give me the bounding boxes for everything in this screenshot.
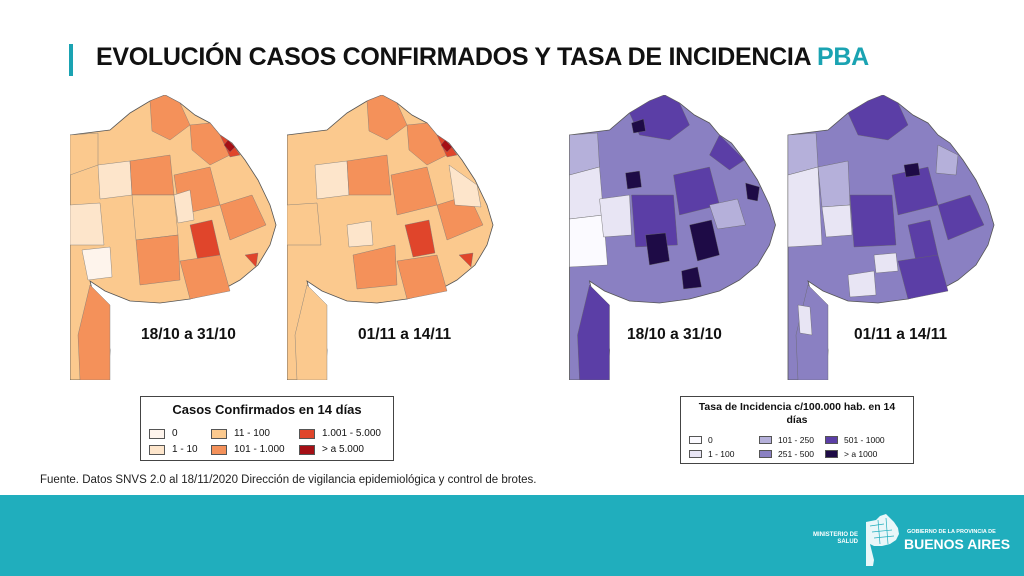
map-label-tasa-2: 01/11 a 14/11 <box>854 326 948 343</box>
footer-band <box>0 495 1024 576</box>
legend-swatch <box>149 444 165 455</box>
district-patches <box>569 95 760 380</box>
district-patches <box>287 95 484 380</box>
legend-swatch <box>825 436 838 444</box>
legend-swatch <box>299 444 315 455</box>
legend-tasa-item-1: 1 - 100 <box>689 449 734 459</box>
district-patches <box>70 95 267 380</box>
legend-tasa-item-0: 0 <box>689 435 713 445</box>
legend-swatch <box>149 428 165 439</box>
legend-tasa-item-5: > a 1000 <box>825 449 877 459</box>
legend-casos-item-5: > a 5.000 <box>299 444 364 455</box>
district-patches <box>787 95 985 380</box>
legend-tasa-title: Tasa de Incidencia c/100.000 hab. en 14 … <box>698 401 896 426</box>
legend-casos-item-label: 1 - 10 <box>172 444 198 455</box>
map-casos-period-1 <box>70 95 277 380</box>
map-label-tasa-1: 18/10 a 31/10 <box>627 326 722 343</box>
legend-casos-item-label: 1.001 - 5.000 <box>322 428 381 439</box>
legend-tasa-item-label: 1 - 100 <box>708 449 735 459</box>
title-accent-bar <box>69 44 73 76</box>
legend-casos: Casos Confirmados en 14 días 0 1 - 10 11… <box>140 396 394 461</box>
legend-casos-item-4: 1.001 - 5.000 <box>299 428 381 439</box>
legend-swatch <box>759 450 772 458</box>
legend-tasa-item-2: 101 - 250 <box>759 435 814 445</box>
legend-swatch <box>299 428 315 439</box>
legend-swatch <box>689 436 702 444</box>
legend-casos-item-label: 101 - 1.000 <box>234 444 285 455</box>
legend-tasa-item-label: 0 <box>708 435 713 445</box>
legend-casos-item-2: 11 - 100 <box>211 428 270 439</box>
legend-casos-item-label: 11 - 100 <box>234 428 270 439</box>
map-tasa-period-1 <box>569 95 776 380</box>
ministry-label: MINISTERIO DE SALUD <box>812 532 858 545</box>
legend-tasa-item-label: 101 - 250 <box>778 435 814 445</box>
map-label-casos-1: 18/10 a 31/10 <box>141 326 236 343</box>
legend-tasa: Tasa de Incidencia c/100.000 hab. en 14 … <box>680 396 914 464</box>
page-title: EVOLUCIÓN CASOS CONFIRMADOS Y TASA DE IN… <box>96 43 869 72</box>
legend-swatch <box>689 450 702 458</box>
legend-tasa-item-label: 501 - 1000 <box>844 435 885 445</box>
source-note: Fuente. Datos SNVS 2.0 al 18/11/2020 Dir… <box>40 474 537 486</box>
province-map-logo-icon <box>866 514 899 566</box>
map-label-casos-2: 01/11 a 14/11 <box>358 326 452 343</box>
legend-casos-item-label: 0 <box>172 428 178 439</box>
legend-tasa-item-label: > a 1000 <box>844 449 878 459</box>
legend-casos-item-1: 1 - 10 <box>149 444 198 455</box>
legend-casos-item-0: 0 <box>149 428 178 439</box>
legend-swatch <box>759 436 772 444</box>
legend-swatch <box>211 444 227 455</box>
title-main-text: EVOLUCIÓN CASOS CONFIRMADOS Y TASA DE IN… <box>96 43 811 71</box>
map-casos-period-2 <box>287 95 494 380</box>
province-logo-text: BUENOS AIRES <box>904 536 1011 552</box>
legend-tasa-item-label: 251 - 500 <box>778 449 814 459</box>
legend-casos-title: Casos Confirmados en 14 días <box>172 402 362 417</box>
legend-tasa-item-4: 501 - 1000 <box>825 435 885 445</box>
legend-casos-item-label: > a 5.000 <box>322 444 364 455</box>
legend-tasa-item-3: 251 - 500 <box>759 449 814 459</box>
legend-casos-item-3: 101 - 1.000 <box>211 444 285 455</box>
province-small-label: GOBIERNO DE LA PROVINCIA DE <box>907 529 996 535</box>
title-accent-text: PBA <box>817 43 869 71</box>
legend-swatch <box>825 450 838 458</box>
legend-swatch <box>211 428 227 439</box>
map-tasa-period-2 <box>787 95 995 380</box>
